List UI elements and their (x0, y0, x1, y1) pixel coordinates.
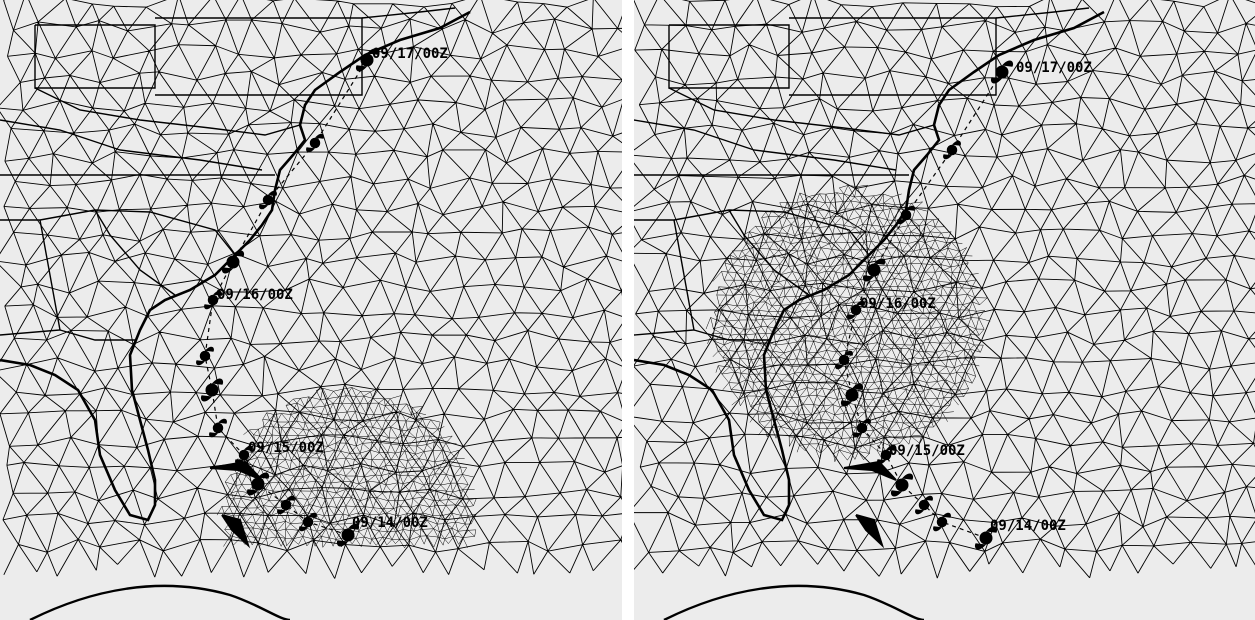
hurricane-symbol-icon (336, 523, 360, 547)
hurricane-symbol-icon (853, 418, 871, 438)
map-canvas-left: 09/17/00Z 09/16/00Z 09/15/00Z 09/14/00Z (0, 0, 622, 620)
hurricane-symbol-icon (862, 258, 886, 282)
hurricane-symbol-icon (277, 495, 295, 515)
track-labels: 09/17/00Z 09/16/00Z 09/15/00Z 09/14/00Z (860, 60, 1092, 534)
hurricane-symbol-icon (897, 205, 915, 225)
hurricane-symbol-icon (299, 512, 317, 532)
track-label-09-16: 09/16/00Z (217, 287, 293, 303)
refined-mesh-region (705, 184, 991, 462)
hurricane-symbol-icon (943, 140, 961, 160)
track-label-09-17: 09/17/00Z (1016, 60, 1092, 76)
mesh-map-left: 09/17/00Z 09/16/00Z 09/15/00Z 09/14/00Z (0, 0, 622, 620)
hurricane-symbol-icon (204, 290, 222, 310)
track-label-09-17: 09/17/00Z (372, 46, 448, 62)
hurricane-symbol-icon (221, 250, 245, 274)
hurricane-symbol-icon (246, 472, 270, 496)
hurricane-symbol-icon (200, 378, 224, 402)
track-labels: 09/17/00Z 09/16/00Z 09/15/00Z 09/14/00Z (217, 46, 448, 531)
hurricane-track (196, 48, 379, 547)
hurricane-symbol-icon (196, 346, 214, 366)
hurricane-symbol-icon (974, 526, 998, 550)
triangular-mesh (634, 0, 1255, 579)
hurricane-symbol-icon (840, 383, 864, 407)
hurricane-symbol-icon (355, 48, 379, 72)
hurricane-symbol-icon (877, 445, 895, 465)
mesh-map-right: 09/17/00Z 09/16/00Z 09/15/00Z 09/14/00Z (634, 0, 1255, 620)
track-label-09-16: 09/16/00Z (860, 296, 936, 312)
hurricane-symbol-icon (990, 60, 1014, 84)
hurricane-symbol-icon (306, 133, 324, 153)
coastline (634, 10, 1105, 620)
track-label-09-14: 09/14/00Z (352, 515, 428, 531)
hurricane-symbol-icon (890, 473, 914, 497)
hurricane-symbol-icon (933, 512, 951, 532)
hurricane-symbol-icon (209, 418, 227, 438)
track-label-09-14: 09/14/00Z (990, 518, 1066, 534)
track-label-09-15: 09/15/00Z (248, 440, 324, 456)
hurricane-track (835, 60, 1014, 550)
hurricane-symbol-icon (847, 300, 865, 320)
refined-mesh-region (216, 387, 477, 548)
hurricane-symbol-icon (915, 495, 933, 515)
track-label-09-15: 09/15/00Z (889, 443, 965, 459)
hurricane-symbol-icon (259, 190, 277, 210)
hurricane-symbol-icon (235, 445, 253, 465)
triangular-mesh (0, 0, 622, 579)
map-canvas-right: 09/17/00Z 09/16/00Z 09/15/00Z 09/14/00Z (634, 0, 1255, 620)
hurricane-symbol-icon (835, 350, 853, 370)
coastline (0, 10, 471, 620)
